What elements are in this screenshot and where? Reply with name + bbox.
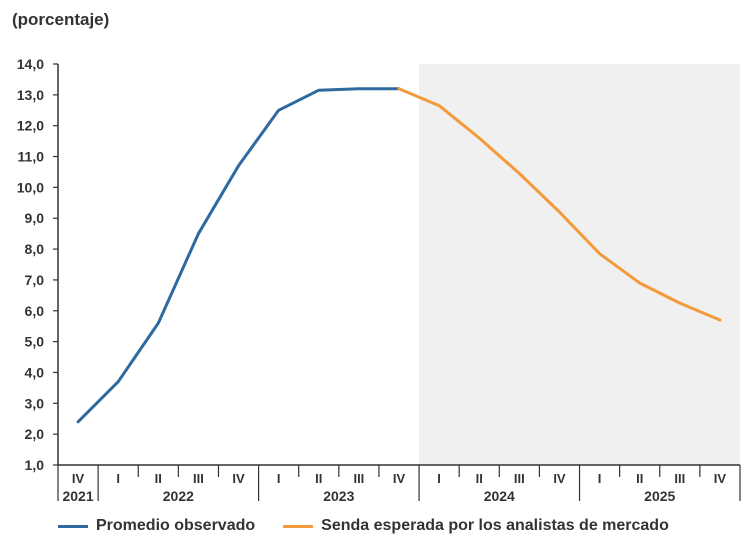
y-tick-label: 12,0: [17, 118, 44, 134]
quarter-label: III: [674, 471, 685, 486]
y-tick-label: 6,0: [25, 303, 45, 319]
legend-label-expected: Senda esperada por los analistas de merc…: [321, 517, 669, 534]
y-tick-label: 2,0: [25, 426, 45, 442]
legend-item-observed: Promedio observado: [58, 517, 255, 535]
y-tick-label: 10,0: [17, 179, 44, 195]
legend-swatch-observed: [58, 524, 88, 528]
quarter-label: II: [636, 471, 643, 486]
forecast-shade: [419, 64, 740, 465]
quarter-label: I: [116, 471, 120, 486]
year-label: 2024: [484, 488, 515, 504]
quarter-label: II: [155, 471, 162, 486]
quarter-label: I: [598, 471, 602, 486]
legend-swatch-expected: [283, 524, 314, 528]
y-tick-label: 4,0: [25, 364, 45, 380]
y-tick-label: 3,0: [25, 395, 45, 411]
quarter-label: II: [476, 471, 483, 486]
quarter-label: IV: [72, 471, 85, 486]
year-label: 2023: [323, 488, 354, 504]
unit-label: (porcentaje): [12, 10, 110, 29]
y-tick-label: 7,0: [25, 272, 45, 288]
y-tick-label: 11,0: [18, 149, 45, 165]
quarter-label: III: [193, 471, 204, 486]
y-tick-label: 1,0: [25, 457, 45, 473]
series-line-expected: [397, 87, 722, 322]
quarter-label: IV: [393, 471, 406, 486]
year-label: 2021: [62, 488, 93, 504]
year-label: 2025: [644, 488, 675, 504]
y-tick-label: 5,0: [25, 334, 45, 350]
quarter-label: IV: [553, 471, 566, 486]
y-tick-label: 13,0: [17, 87, 44, 103]
year-label: 2022: [163, 488, 194, 504]
quarter-label: IV: [714, 471, 727, 486]
quarter-label: IV: [232, 471, 245, 486]
quarter-label: I: [437, 471, 441, 486]
series-line-observed: [76, 87, 401, 424]
quarter-label: I: [277, 471, 281, 486]
legend: Promedio observado Senda esperada por lo…: [58, 517, 697, 535]
quarter-label: II: [315, 471, 322, 486]
legend-item-expected: Senda esperada por los analistas de merc…: [283, 517, 669, 535]
legend-label-observed: Promedio observado: [96, 517, 256, 534]
y-tick-label: 9,0: [25, 210, 45, 226]
y-tick-label: 8,0: [25, 241, 45, 257]
y-tick-label: 14,0: [17, 56, 44, 72]
quarter-label: III: [353, 471, 364, 486]
quarter-label: III: [514, 471, 525, 486]
